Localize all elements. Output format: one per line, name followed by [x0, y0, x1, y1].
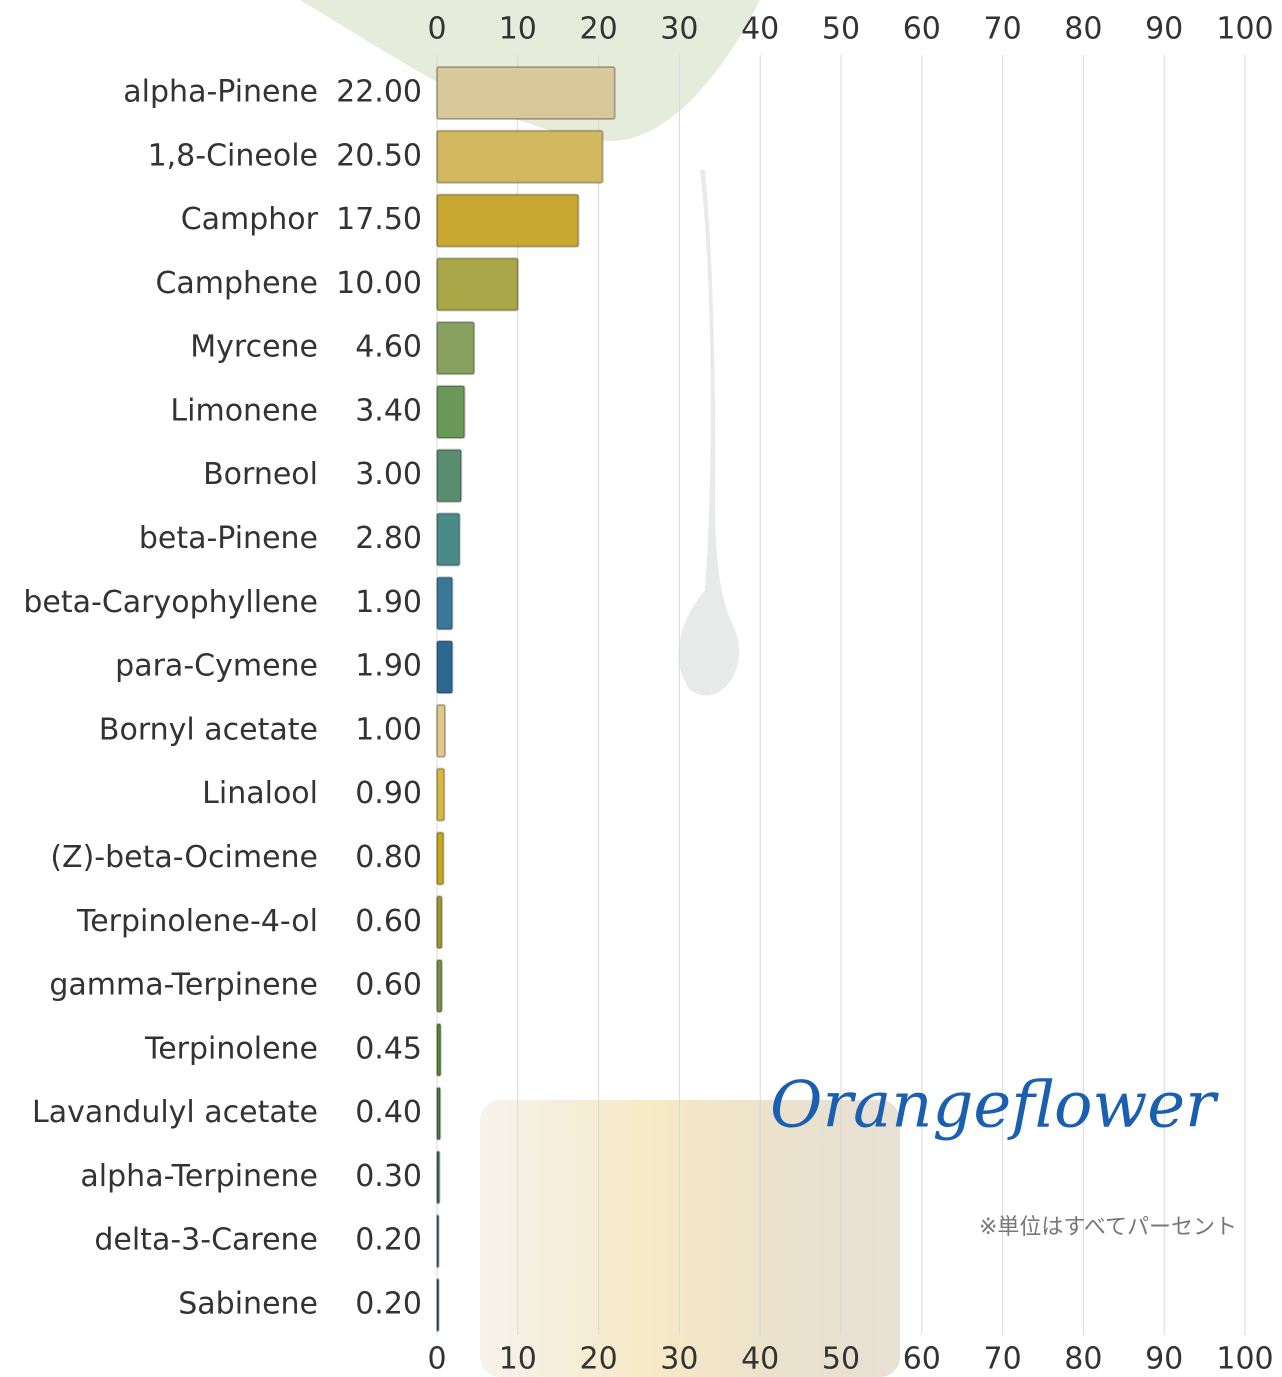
value-label: 0.30: [355, 1159, 422, 1194]
category-label: beta-Pinene: [139, 521, 318, 556]
value-label: 0.80: [355, 840, 422, 875]
x-tick-label-top: 40: [741, 12, 779, 47]
value-label: 0.90: [355, 776, 422, 811]
value-label: 0.20: [355, 1223, 422, 1258]
category-label: para-Cymene: [115, 649, 318, 684]
x-tick-label-top: 90: [1145, 12, 1183, 47]
x-tick-label-top: 60: [903, 12, 941, 47]
bar: [437, 195, 578, 247]
x-tick-label-top: 70: [984, 12, 1022, 47]
bar: [437, 1279, 439, 1331]
bar: [437, 1151, 439, 1203]
x-tick-label-top: 100: [1216, 12, 1273, 47]
category-label: Myrcene: [190, 330, 318, 365]
bar: [437, 131, 603, 183]
value-label: 0.20: [355, 1287, 422, 1322]
drop-decoration: [678, 170, 739, 695]
unit-note: ※単位はすべてパーセント: [979, 1215, 1237, 1240]
value-label: 1.90: [355, 649, 422, 684]
x-tick-label-top: 10: [499, 12, 537, 47]
value-label: 0.40: [355, 1095, 422, 1130]
category-label: alpha-Pinene: [123, 75, 318, 110]
x-tick-label-top: 50: [822, 12, 860, 47]
x-tick-label-bottom: 100: [1216, 1342, 1273, 1377]
category-label: 1,8-Cineole: [148, 138, 318, 173]
x-tick-label-bottom: 20: [580, 1342, 618, 1377]
x-tick-label-bottom: 0: [427, 1342, 446, 1377]
bar: [437, 577, 452, 629]
bar: [437, 67, 615, 119]
x-tick-label-bottom: 30: [660, 1342, 698, 1377]
category-label: Bornyl acetate: [99, 712, 318, 747]
bar: [437, 960, 442, 1012]
x-tick-label-top: 0: [427, 12, 446, 47]
bar: [437, 641, 452, 693]
bar: [437, 450, 461, 502]
bar: [437, 386, 464, 438]
category-label: beta-Caryophyllene: [23, 585, 318, 620]
category-label: gamma-Terpinene: [49, 968, 318, 1003]
chart: Orangeflower ※単位はすべてパーセント 0 0 10 10 20 20 30 30…: [0, 0, 1282, 1377]
x-tick-label-bottom: 90: [1145, 1342, 1183, 1377]
x-tick-label-top: 80: [1064, 12, 1102, 47]
bar: [437, 258, 518, 310]
x-tick-label-bottom: 60: [903, 1342, 941, 1377]
value-label: 2.80: [355, 521, 422, 556]
value-label: 3.00: [355, 457, 422, 492]
category-label: Linalool: [202, 776, 318, 811]
category-label: Lavandulyl acetate: [32, 1095, 318, 1130]
category-label: Limonene: [170, 393, 318, 428]
value-label: 0.45: [355, 1031, 422, 1066]
category-label: Camphor: [181, 202, 319, 237]
value-label: 0.60: [355, 968, 422, 1003]
bar: [437, 1024, 441, 1076]
bar: [437, 1088, 440, 1140]
value-label: 10.00: [336, 266, 422, 301]
bar: [437, 769, 444, 821]
bar: [437, 896, 442, 948]
x-tick-label-top: 20: [580, 12, 618, 47]
bar: [437, 705, 445, 757]
bar: [437, 832, 443, 884]
x-tick-label-bottom: 70: [984, 1342, 1022, 1377]
x-tick-label-bottom: 40: [741, 1342, 779, 1377]
category-label: Sabinene: [178, 1287, 318, 1322]
bar: [437, 322, 474, 374]
category-label: alpha-Terpinene: [80, 1159, 318, 1194]
category-label: (Z)-beta-Ocimene: [50, 840, 318, 875]
category-label: Borneol: [203, 457, 318, 492]
value-label: 1.00: [355, 712, 422, 747]
value-label: 0.60: [355, 904, 422, 939]
category-label: Terpinolene: [144, 1031, 318, 1066]
x-tick-label-bottom: 80: [1064, 1342, 1102, 1377]
value-label: 1.90: [355, 585, 422, 620]
value-label: 4.60: [355, 330, 422, 365]
value-label: 20.50: [336, 138, 422, 173]
bar: [437, 514, 460, 566]
x-tick-label-bottom: 50: [822, 1342, 860, 1377]
logo: Orangeflower: [770, 1069, 1219, 1143]
value-label: 3.40: [355, 393, 422, 428]
category-label: delta-3-Carene: [94, 1223, 318, 1258]
x-tick-label-bottom: 10: [499, 1342, 537, 1377]
value-label: 17.50: [336, 202, 422, 237]
bar: [437, 1215, 439, 1267]
category-label: Camphene: [155, 266, 318, 301]
value-label: 22.00: [336, 75, 422, 110]
category-label: Terpinolene-4-ol: [76, 904, 318, 939]
x-tick-label-top: 30: [660, 12, 698, 47]
